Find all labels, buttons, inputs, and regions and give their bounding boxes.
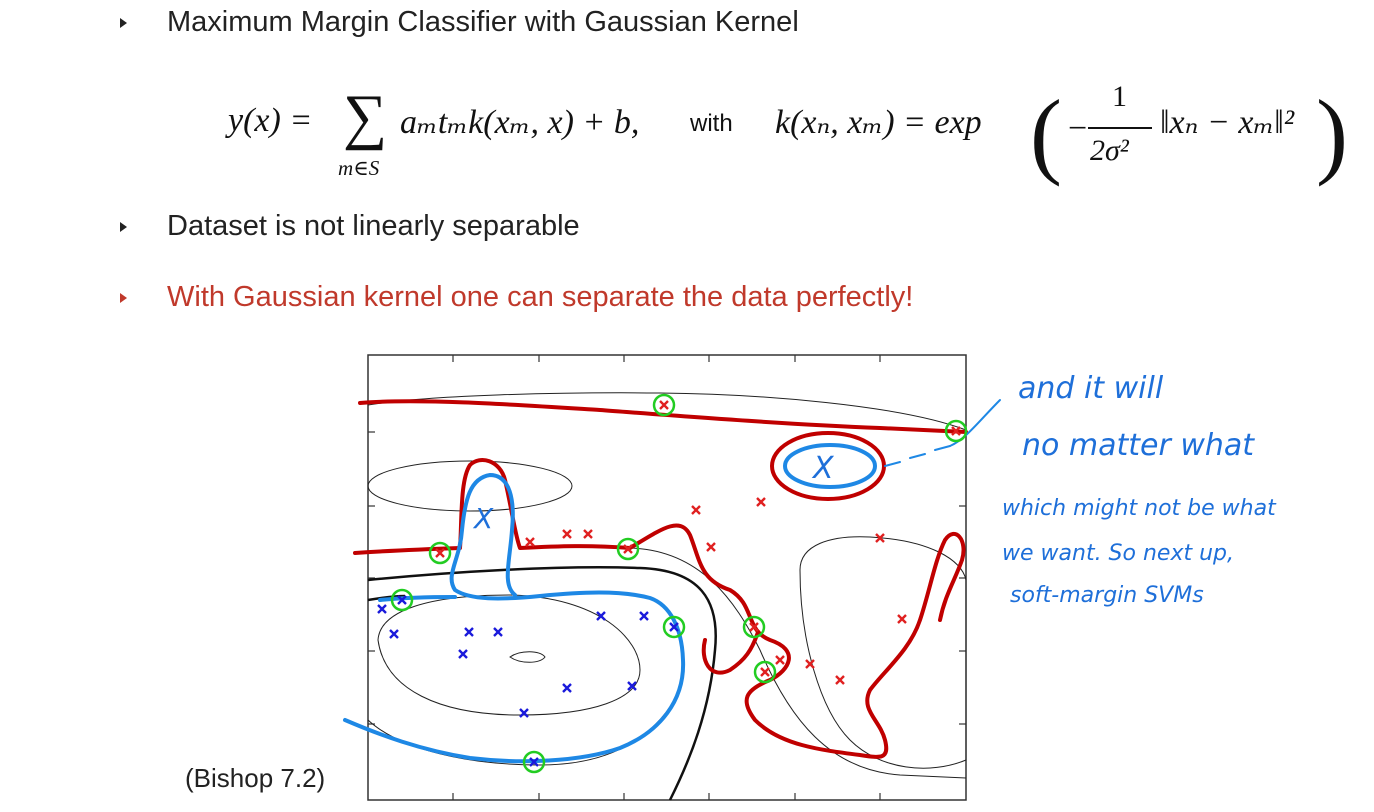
minus-sign: − (1068, 110, 1088, 147)
kernel-lhs: k(xₙ, xₘ) = exp (775, 104, 982, 141)
annotation-line-4: we want. So next up, (1002, 541, 1234, 566)
citation: (Bishop 7.2) (185, 763, 326, 793)
norm-expression: ‖xₙ − xₘ‖² (1160, 104, 1295, 141)
equation-terms: aₘtₘk(xₘ, x) + b, (400, 104, 640, 141)
equation-lhs: y(x) = (228, 102, 313, 139)
fraction-bar (1088, 127, 1152, 129)
annotation-line-3: which might not be what (1002, 496, 1277, 521)
annotation-line-2: no matter what (1022, 428, 1255, 463)
bullet-2: Dataset is not linearly separable (120, 210, 580, 243)
right-paren: ) (1316, 80, 1348, 187)
sum-index: m∈S (338, 156, 380, 180)
left-paren: ( (1030, 80, 1062, 187)
axis-ticks (368, 355, 966, 800)
annotation-line-1: and it will (1018, 371, 1164, 406)
bullet-text: With Gaussian kernel one can separate th… (167, 281, 914, 313)
bullet-marker-icon (120, 221, 127, 232)
bullet-text: Maximum Margin Classifier with Gaussian … (167, 6, 799, 38)
red-class-points (435, 400, 961, 685)
fraction-denominator: 2σ² (1090, 134, 1129, 167)
svm-equation: y(x) = ∑ m∈S aₘtₘk(xₘ, x) + b, with k(xₙ… (0, 80, 1374, 190)
bullet-marker-icon (120, 292, 127, 303)
sum-symbol: ∑ (343, 83, 388, 151)
fraction-numerator: 1 (1112, 80, 1127, 113)
support-vector-circles (390, 393, 968, 774)
blue-x-mark: X (472, 502, 494, 535)
circled-x-mark: X (811, 451, 835, 486)
with-word: with (690, 110, 733, 137)
decision-boundary-left (367, 594, 406, 602)
bullet-text: Dataset is not linearly separable (167, 210, 580, 242)
annotation-line-5: soft-margin SVMs (1010, 583, 1204, 608)
bullet-3: With Gaussian kernel one can separate th… (120, 281, 913, 314)
bullet-1: Maximum Margin Classifier with Gaussian … (120, 6, 799, 39)
blue-class-points (377, 595, 679, 767)
bullet-marker-icon (120, 17, 127, 28)
plot-frame (367, 354, 967, 801)
decision-boundary (367, 566, 717, 801)
red-ink-boundary (353, 399, 968, 759)
blue-ink-boundary (343, 399, 1001, 764)
